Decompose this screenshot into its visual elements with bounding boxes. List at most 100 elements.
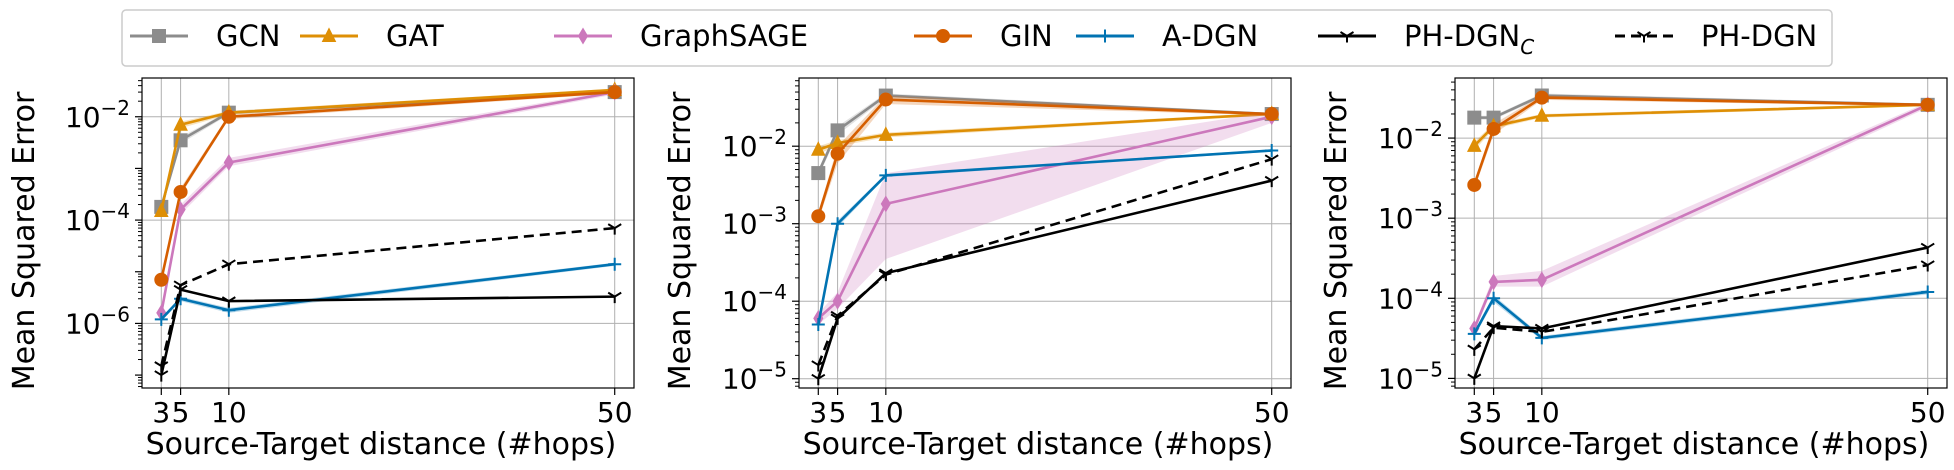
- legend-item: GAT: [300, 19, 444, 53]
- legend-label: PH-DGNC: [1404, 19, 1534, 59]
- series-ph-dgn: [1467, 260, 1935, 356]
- data-point: [811, 318, 825, 332]
- data-point: [1534, 90, 1549, 105]
- y-tick-label: 10−4: [65, 199, 130, 237]
- data-point: [607, 85, 622, 100]
- series-ph-dgn: [154, 223, 622, 373]
- x-tick-label: 5: [1485, 396, 1503, 429]
- data-point: [1920, 242, 1935, 255]
- series-line: [817, 112, 1272, 151]
- data-point: [1488, 273, 1499, 291]
- data-point: [1921, 285, 1935, 299]
- legend-marker: [321, 27, 337, 42]
- x-tick-label: 3: [809, 396, 827, 429]
- series-line: [1473, 290, 1928, 340]
- x-tick-label: 5: [172, 396, 190, 429]
- data-point: [1920, 97, 1935, 112]
- data-point: [830, 310, 845, 323]
- y-tick-label: 10−3: [722, 203, 787, 241]
- series-a-dgn: [154, 257, 622, 326]
- x-axis-label-left: Source-Target distance (#hops): [146, 427, 617, 462]
- data-point: [221, 109, 236, 124]
- data-point: [1467, 373, 1482, 385]
- data-point: [221, 296, 236, 308]
- series-a-dgn: [811, 144, 1279, 332]
- y-tick-label: 10−3: [1378, 197, 1443, 235]
- chart-panel-right: Mean Squared Error Source-Target distanc…: [1319, 77, 1948, 462]
- x-tick-label: 10: [211, 396, 247, 429]
- data-point: [154, 312, 168, 326]
- legend-marker: [1636, 31, 1652, 43]
- series-line: [160, 90, 615, 314]
- data-point: [153, 202, 169, 217]
- legend-item: PH-DGNC: [1318, 19, 1534, 59]
- legend-item: A-DGN: [1076, 19, 1258, 53]
- y-tick-label: 10−2: [722, 125, 787, 163]
- data-point: [154, 272, 169, 287]
- data-point: [830, 146, 845, 161]
- legend-item: PH-DGN: [1615, 19, 1817, 53]
- data-point: [1264, 154, 1279, 166]
- series-line: [160, 262, 615, 321]
- legend-marker: [936, 29, 950, 43]
- series-gin: [1467, 90, 1935, 192]
- data-point: [1467, 110, 1482, 125]
- y-tick-label: 10−4: [1378, 277, 1443, 315]
- data-point: [1534, 107, 1550, 122]
- y-axis-label-right: Mean Squared Error: [1319, 91, 1354, 390]
- data-point: [1466, 137, 1482, 152]
- plot-area: 3 5 10 50 10−6 10−4 10−2: [65, 77, 635, 429]
- legend-label: GIN: [1000, 19, 1053, 53]
- series-line: [160, 88, 615, 212]
- y-tick-label: 10−5: [722, 358, 787, 396]
- y-tick-label: 10−2: [1378, 117, 1443, 155]
- legend-label: A-DGN: [1162, 19, 1258, 53]
- legend-label: PH-DGN: [1701, 19, 1817, 53]
- chart-panel-left: Mean Squared Error Source-Target distanc…: [7, 77, 635, 462]
- data-point: [880, 195, 891, 213]
- data-point: [811, 373, 826, 386]
- x-axis-label-right: Source-Target distance (#hops): [1459, 427, 1930, 462]
- legend-marker: [1098, 29, 1112, 43]
- data-point: [173, 116, 188, 131]
- legend: GCN GAT GraphSAGE GIN A-DGN PH-DGNC PH-DGN: [121, 9, 1833, 67]
- data-point: [154, 370, 169, 382]
- series-gat: [1466, 96, 1936, 152]
- series-line: [160, 90, 615, 281]
- series-line: [1473, 96, 1928, 186]
- axes-frame: [1454, 77, 1948, 389]
- series-line: [1473, 263, 1928, 351]
- legend-label: GCN: [216, 19, 280, 53]
- series-line: [817, 98, 1272, 217]
- y-tick-label: 10−4: [722, 280, 787, 318]
- axes-frame: [798, 77, 1292, 389]
- legend-label: GAT: [386, 19, 444, 53]
- chart-panel-middle: Mean Squared Error Source-Target distanc…: [663, 77, 1292, 462]
- series-gin: [154, 85, 622, 287]
- legend-marker: [152, 29, 166, 43]
- data-point: [1486, 121, 1501, 136]
- y-axis-label-left: Mean Squared Error: [7, 91, 42, 390]
- series-graphsage: [813, 108, 1277, 327]
- data-point: [1467, 177, 1482, 192]
- legend-item: GraphSAGE: [554, 19, 808, 53]
- data-point: [607, 291, 622, 304]
- data-point: [223, 154, 234, 172]
- data-point: [607, 223, 622, 235]
- data-point: [832, 292, 843, 310]
- series-line: [1473, 103, 1928, 147]
- series-ph-dgn: [811, 154, 1279, 372]
- x-tick-label: 10: [868, 396, 904, 429]
- y-tick-label: 10−6: [65, 302, 130, 340]
- legend-marker: [1339, 31, 1355, 43]
- data-point: [1264, 107, 1279, 122]
- legend-label: GraphSAGE: [640, 19, 808, 53]
- legend-frame: [121, 9, 1833, 67]
- legend-item: GCN: [130, 19, 280, 53]
- x-tick-label: 50: [1910, 396, 1946, 429]
- data-point: [608, 257, 622, 271]
- legend-item: GIN: [914, 19, 1053, 53]
- legend-marker: [577, 27, 589, 45]
- data-point: [1534, 327, 1549, 339]
